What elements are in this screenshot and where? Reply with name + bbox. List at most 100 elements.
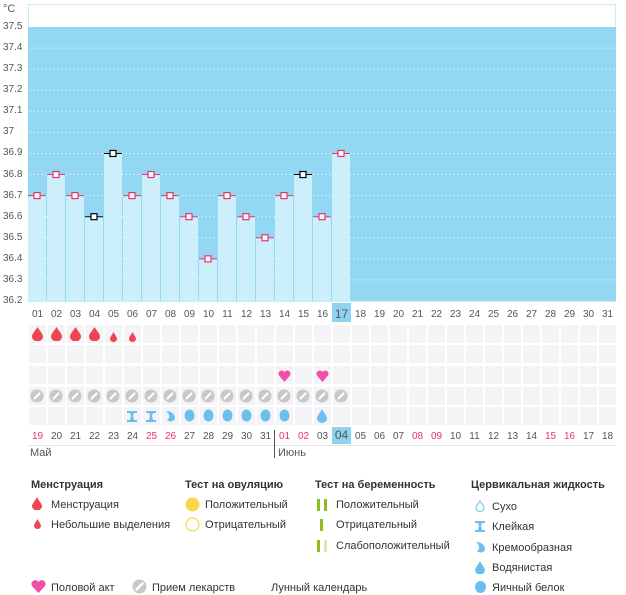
calendar-date-label[interactable]: 24 [126,431,139,442]
day-cell[interactable] [124,366,141,384]
day-cell[interactable] [466,345,483,363]
day-cell[interactable] [219,325,236,343]
calendar-date-label[interactable]: 25 [145,431,158,442]
day-cell[interactable] [409,407,426,425]
day-cell[interactable] [86,407,103,425]
calendar-date-label[interactable]: 19 [31,431,44,442]
day-cell[interactable] [504,366,521,384]
cycle-day-label[interactable]: 30 [582,309,595,320]
day-cell[interactable] [371,407,388,425]
day-cell[interactable] [276,325,293,343]
day-cell[interactable] [447,387,464,405]
day-cell[interactable] [314,325,331,343]
cycle-day-label[interactable]: 16 [316,309,329,320]
day-cell[interactable] [428,325,445,343]
day-cell[interactable] [143,366,160,384]
day-cell[interactable] [485,387,502,405]
cycle-day-label[interactable]: 24 [468,309,481,320]
day-cell[interactable] [409,387,426,405]
day-cell[interactable] [333,366,350,384]
day-cell[interactable] [371,366,388,384]
day-cell[interactable] [485,407,502,425]
day-cell[interactable] [409,366,426,384]
cycle-day-label[interactable]: 06 [126,309,139,320]
day-cell[interactable] [238,325,255,343]
day-cell[interactable] [143,345,160,363]
day-cell[interactable] [48,407,65,425]
calendar-date-label[interactable]: 02 [297,431,310,442]
day-cell[interactable] [124,345,141,363]
calendar-date-label[interactable]: 30 [240,431,253,442]
calendar-date-label[interactable]: 11 [469,431,480,442]
day-cell[interactable] [409,345,426,363]
day-cell[interactable] [561,345,578,363]
day-cell[interactable] [542,325,559,343]
day-cell[interactable] [352,407,369,425]
calendar-date-label[interactable]: 28 [202,431,215,442]
calendar-date-label[interactable]: 26 [164,431,177,442]
day-cell[interactable] [295,366,312,384]
day-cell[interactable] [238,366,255,384]
day-cell[interactable] [86,345,103,363]
day-cell[interactable] [561,366,578,384]
day-cell[interactable] [485,325,502,343]
day-cell[interactable] [162,325,179,343]
day-cell[interactable] [333,325,350,343]
cycle-day-label[interactable]: 29 [563,309,576,320]
day-cell[interactable] [466,407,483,425]
day-cell[interactable] [447,345,464,363]
day-cell[interactable] [504,387,521,405]
day-cell[interactable] [238,345,255,363]
calendar-date-label[interactable]: 09 [430,431,443,442]
day-cell[interactable] [48,345,65,363]
day-cell[interactable] [295,407,312,425]
day-cell[interactable] [428,407,445,425]
day-cell[interactable] [257,366,274,384]
calendar-date-label[interactable]: 06 [373,431,386,442]
cycle-day-label[interactable]: 05 [107,309,120,320]
day-cell[interactable] [599,345,616,363]
day-cell[interactable] [390,387,407,405]
cycle-day-label[interactable]: 04 [88,309,101,320]
calendar-date-label[interactable]: 18 [601,431,614,442]
day-cell[interactable] [371,387,388,405]
day-cell[interactable] [504,325,521,343]
day-cell[interactable] [428,345,445,363]
cycle-day-label[interactable]: 27 [525,309,538,320]
day-cell[interactable] [485,345,502,363]
day-cell[interactable] [599,407,616,425]
day-cell[interactable] [580,366,597,384]
calendar-date-label[interactable]: 14 [525,431,538,442]
day-cell[interactable] [523,407,540,425]
calendar-date-label[interactable]: 08 [411,431,424,442]
cycle-day-label[interactable]: 26 [506,309,519,320]
day-cell[interactable] [181,345,198,363]
day-cell[interactable] [162,345,179,363]
day-cell[interactable] [428,366,445,384]
cycle-day-label[interactable]: 20 [392,309,405,320]
day-cell[interactable] [352,366,369,384]
day-cell[interactable] [352,325,369,343]
day-cell[interactable] [105,366,122,384]
day-cell[interactable] [542,407,559,425]
calendar-date-label[interactable]: 07 [392,431,405,442]
cycle-day-label[interactable]: 13 [259,309,272,320]
day-cell[interactable] [542,366,559,384]
day-cell[interactable] [523,325,540,343]
cycle-day-label[interactable]: 02 [50,309,63,320]
cycle-day-label[interactable]: 10 [202,309,215,320]
day-cell[interactable] [390,407,407,425]
day-cell[interactable] [580,387,597,405]
day-cell[interactable] [295,325,312,343]
calendar-date-label[interactable]: 20 [50,431,63,442]
day-cell[interactable] [200,345,217,363]
day-cell[interactable] [295,345,312,363]
cycle-day-label[interactable]: 08 [164,309,177,320]
day-cell[interactable] [428,387,445,405]
cycle-day-label[interactable]: 22 [430,309,443,320]
day-cell[interactable] [542,387,559,405]
day-cell[interactable] [333,345,350,363]
cycle-day-label[interactable]: 18 [354,309,367,320]
calendar-date-label[interactable]: 13 [506,431,519,442]
calendar-date-label[interactable]: 27 [183,431,196,442]
